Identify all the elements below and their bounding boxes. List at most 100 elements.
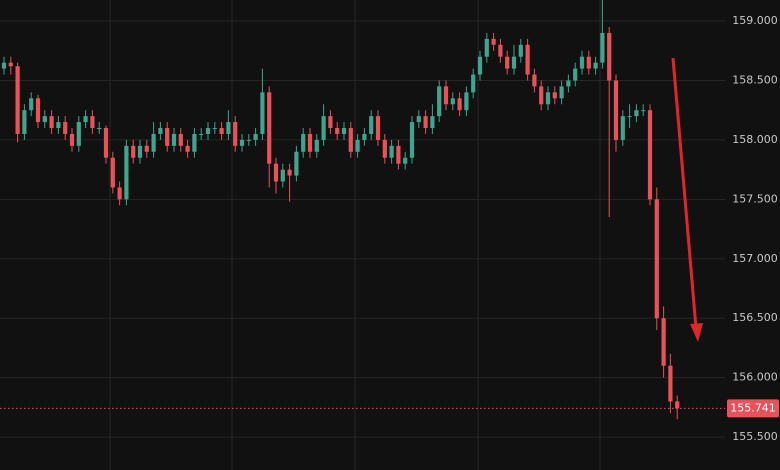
candle-body (301, 133, 306, 152)
y-tick-label: 159.000 (732, 14, 778, 27)
candle-body (205, 128, 211, 134)
candle-body (260, 92, 265, 134)
candle-body (389, 145, 394, 158)
candle-body (192, 133, 197, 152)
candle-body (158, 128, 163, 134)
candle-body (668, 365, 673, 402)
candle-body (49, 116, 54, 129)
y-tick-label: 156.000 (732, 371, 778, 384)
candle-body (498, 44, 503, 57)
y-tick-label: 156.500 (732, 311, 778, 324)
candle-body (131, 145, 136, 158)
candle-body (443, 86, 449, 105)
candle-body (69, 133, 75, 146)
candle-body (552, 92, 557, 99)
candle-body (647, 110, 653, 200)
arrow-head (690, 323, 703, 342)
candle-body (607, 32, 612, 81)
candle-body (56, 122, 61, 129)
candle-body (246, 139, 251, 141)
candle-body (641, 110, 646, 112)
candle-body (661, 318, 666, 366)
candle-body (294, 151, 299, 176)
candle-body (328, 116, 333, 129)
candle-body (450, 98, 455, 105)
y-tick-label: 158.000 (732, 133, 778, 146)
candle-body (110, 157, 115, 188)
candle-body (586, 56, 591, 69)
candle-body (403, 157, 408, 164)
candle-body (341, 128, 347, 134)
candle-body (477, 56, 483, 75)
candle-body (382, 139, 387, 158)
vertical-grid (109, 0, 601, 470)
candle-body (8, 62, 13, 67)
candle-body (321, 116, 326, 140)
candle-body (178, 133, 183, 146)
candle-body (124, 145, 129, 200)
candle-body (76, 122, 81, 146)
candle-body (171, 133, 177, 146)
candle-body (1, 62, 7, 69)
candle-body (42, 116, 47, 123)
candle-body (675, 401, 680, 409)
candle-body (491, 38, 496, 45)
candle-body (471, 74, 476, 93)
candle-body (430, 116, 435, 129)
candle-body (287, 169, 292, 176)
y-tick-label: 158.500 (732, 73, 778, 86)
candle-body (579, 56, 585, 69)
candle-body (199, 133, 204, 135)
candle-body (35, 98, 41, 123)
candle-body (457, 98, 462, 111)
candle-body (505, 56, 510, 69)
candle-body (239, 139, 245, 146)
candle-body (518, 44, 523, 57)
candle-body (375, 116, 381, 140)
last-price-label: 155.741 (730, 401, 776, 414)
y-tick-label: 157.500 (732, 192, 778, 205)
candle-body (151, 133, 156, 152)
candle-body (525, 44, 530, 75)
candle-body (369, 116, 374, 134)
candle-body (416, 116, 421, 123)
y-tick-label: 155.500 (732, 430, 778, 443)
candle-body (593, 62, 598, 69)
candle-body (165, 128, 170, 146)
candle-body (559, 86, 564, 99)
candle-body (22, 110, 27, 134)
candle-body (600, 32, 605, 63)
candle-body (654, 199, 659, 319)
grid (0, 20, 725, 438)
candle-body (233, 122, 238, 146)
candle-body (539, 86, 544, 105)
candle-body (484, 38, 489, 57)
candle-body (634, 110, 639, 117)
candle-body (396, 145, 401, 164)
candle-body (437, 86, 442, 117)
candle-body (362, 133, 367, 140)
y-tick-label: 157.000 (732, 252, 778, 265)
candle-body (273, 163, 279, 182)
candle-body (566, 80, 571, 87)
candle-body (103, 128, 109, 158)
candles (1, 0, 680, 420)
candle-body (83, 116, 88, 123)
candle-body (15, 66, 20, 134)
last-price-box (727, 399, 779, 418)
candle-body (348, 128, 353, 152)
candle-body (627, 116, 632, 118)
candle-body (144, 145, 149, 152)
candle-body (137, 145, 143, 158)
candle-body (511, 56, 517, 69)
candle-body (545, 92, 551, 105)
candle-body (267, 92, 272, 164)
candle-body (226, 122, 231, 134)
candle-body (314, 139, 319, 152)
candle-body (573, 68, 578, 81)
candle-body (97, 128, 102, 130)
candle-body (464, 92, 469, 111)
